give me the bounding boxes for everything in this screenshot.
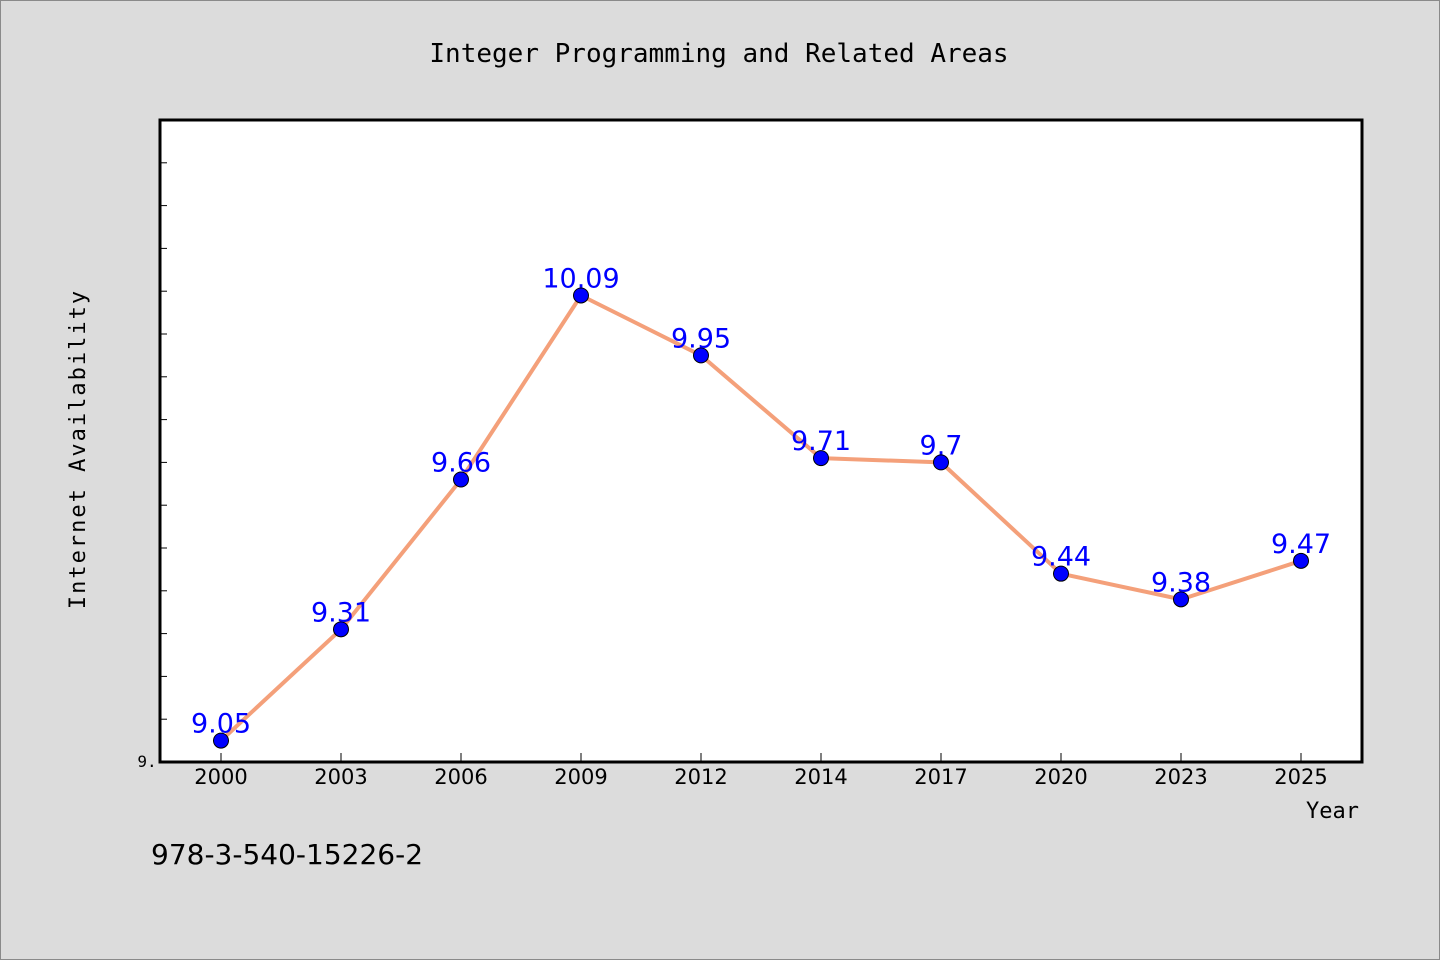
data-label-2006: 9.66 — [431, 448, 491, 479]
data-point-2006 — [453, 471, 469, 488]
x-axis-ticks — [220, 753, 1302, 762]
series-group: 9.05 9.31 9.66 10.09 9.95 9.71 9.7 9.44 9.38 9.47 — [191, 263, 1331, 749]
data-point-2012 — [693, 347, 709, 364]
data-label-2009: 10.09 — [542, 263, 619, 294]
data-point-2023 — [1173, 591, 1189, 608]
isbn-text: 978-3-540-15226-2 — [151, 838, 423, 871]
x-tick-label-2020: 2020 — [1034, 765, 1087, 789]
x-tick-label-2000: 2000 — [194, 765, 247, 789]
data-label-2012: 9.95 — [671, 323, 731, 354]
y-axis-tick-label: 9. — [137, 752, 156, 771]
data-label-2020: 9.44 — [1031, 542, 1091, 573]
y-axis-label: Internet Availability — [66, 289, 91, 609]
data-point-2017 — [933, 454, 949, 471]
x-tick-label-2006: 2006 — [434, 765, 487, 789]
data-label-2003: 9.31 — [311, 597, 371, 628]
plot-area — [158, 118, 1364, 764]
x-tick-label-2014: 2014 — [794, 765, 847, 789]
data-label-2023: 9.38 — [1151, 567, 1211, 598]
data-point-2014 — [813, 450, 829, 467]
data-point-2003 — [333, 621, 349, 638]
data-point-2020 — [1053, 565, 1069, 582]
x-tick-label-2009: 2009 — [554, 765, 607, 789]
x-axis-tick-labels: 2000 2003 2006 2009 2012 2014 2017 2020 2023 2025 — [194, 765, 1327, 789]
data-label-2014: 9.71 — [791, 426, 851, 457]
chart-title: Integer Programming and Related Areas — [429, 39, 1008, 69]
x-tick-label-2003: 2003 — [314, 765, 367, 789]
y-axis-ticks — [160, 162, 167, 720]
x-tick-label-2023: 2023 — [1154, 765, 1207, 789]
data-label-2017: 9.7 — [920, 430, 963, 461]
data-point-2025 — [1293, 552, 1309, 569]
series-line — [219, 293, 1303, 743]
data-point-2000 — [213, 732, 229, 749]
x-tick-label-2012: 2012 — [674, 765, 727, 789]
x-axis-label: Year — [1306, 799, 1359, 824]
data-point-2009 — [573, 287, 589, 304]
x-tick-label-2025: 2025 — [1274, 765, 1327, 789]
data-label-2025: 9.47 — [1271, 529, 1331, 560]
x-tick-label-2017: 2017 — [914, 765, 967, 789]
data-label-2000: 9.05 — [191, 709, 251, 740]
